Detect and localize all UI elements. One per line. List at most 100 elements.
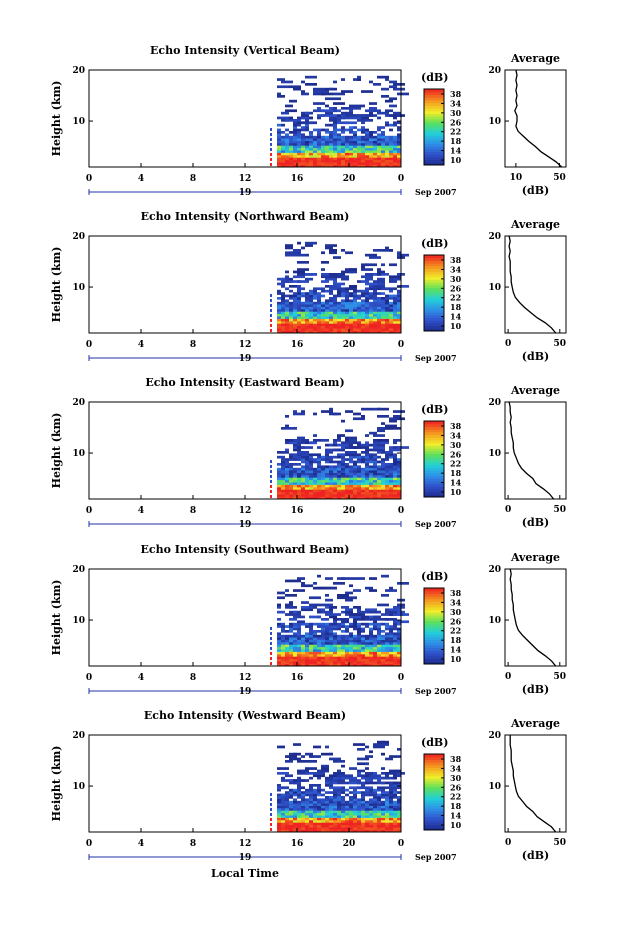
echo-cell bbox=[341, 458, 345, 461]
echo-cell bbox=[305, 649, 309, 652]
echo-cell bbox=[373, 627, 377, 631]
colorbar-frame bbox=[423, 254, 445, 332]
echo-cell bbox=[361, 304, 365, 307]
echo-cell bbox=[365, 441, 369, 445]
echo-cell bbox=[281, 323, 285, 327]
echo-cell bbox=[317, 494, 321, 497]
echo-cell bbox=[385, 494, 389, 497]
echo-cell bbox=[373, 159, 377, 163]
echo-cell bbox=[345, 143, 349, 146]
echo-cell bbox=[381, 162, 385, 165]
echo-cell bbox=[293, 494, 297, 497]
echo-cell bbox=[341, 805, 345, 809]
echo-cell bbox=[381, 646, 385, 650]
echo-cell bbox=[281, 496, 285, 500]
echo-cell bbox=[385, 772, 397, 775]
echo-cell bbox=[333, 815, 337, 818]
echo-cell bbox=[309, 131, 313, 134]
echo-cell bbox=[365, 808, 369, 811]
start-mark bbox=[270, 793, 272, 796]
echo-cell bbox=[337, 155, 341, 158]
x-tick-label: 20 bbox=[343, 340, 356, 350]
echo-cell bbox=[325, 625, 329, 628]
echo-cell bbox=[329, 774, 341, 778]
echo-cell bbox=[341, 651, 345, 655]
echo-cell bbox=[373, 820, 377, 823]
echo-cell bbox=[385, 152, 389, 156]
echo-cell bbox=[337, 97, 341, 101]
colorbar-tick-label: 34 bbox=[450, 98, 462, 108]
echo-cell bbox=[377, 632, 381, 636]
echo-cell bbox=[345, 145, 349, 149]
colorbar-segment bbox=[424, 486, 444, 490]
echo-cell bbox=[321, 654, 325, 657]
echo-cell bbox=[305, 299, 309, 303]
colorbar-tick-label: 14 bbox=[450, 312, 462, 322]
echo-cell bbox=[393, 817, 397, 821]
echo-cell bbox=[297, 491, 301, 495]
echo-cell bbox=[385, 625, 389, 628]
echo-cell bbox=[385, 484, 389, 488]
echo-cell bbox=[353, 793, 357, 797]
colorbar-segment bbox=[424, 140, 444, 144]
echo-cell bbox=[345, 824, 349, 828]
echo-cell bbox=[365, 472, 369, 476]
echo-cell bbox=[285, 287, 289, 291]
colorbar-segment bbox=[424, 775, 444, 779]
echo-cell bbox=[357, 162, 361, 165]
echo-cell bbox=[353, 299, 357, 303]
echo-cell bbox=[293, 330, 297, 334]
echo-cell bbox=[381, 805, 385, 809]
echo-cell bbox=[305, 827, 309, 830]
echo-cell bbox=[329, 803, 333, 806]
echo-cell bbox=[373, 306, 377, 310]
echo-cell bbox=[321, 482, 325, 485]
echo-cell bbox=[329, 654, 333, 657]
echo-cell bbox=[357, 487, 361, 490]
echo-cell bbox=[345, 475, 349, 478]
echo-cell bbox=[281, 649, 285, 652]
echo-cell bbox=[297, 484, 301, 488]
echo-cell bbox=[337, 128, 341, 132]
echo-cell bbox=[297, 316, 301, 319]
echo-cell bbox=[289, 644, 293, 648]
echo-cell bbox=[289, 147, 293, 151]
echo-cell bbox=[333, 796, 337, 799]
echo-cell bbox=[373, 321, 377, 324]
echo-cell bbox=[337, 776, 341, 780]
echo-cell bbox=[357, 642, 361, 645]
echo-cell bbox=[293, 798, 297, 802]
echo-cell bbox=[377, 140, 381, 144]
echo-cell bbox=[393, 654, 397, 657]
echo-cell bbox=[325, 304, 329, 307]
echo-cell bbox=[329, 798, 333, 802]
echo-cell bbox=[277, 477, 281, 481]
echo-cell bbox=[393, 465, 397, 469]
echo-cell bbox=[293, 654, 297, 657]
echo-cell bbox=[301, 494, 305, 497]
echo-cell bbox=[333, 487, 337, 490]
echo-cell bbox=[305, 482, 309, 485]
echo-heatmap bbox=[270, 740, 405, 833]
echo-cell bbox=[285, 463, 289, 466]
echo-cell bbox=[377, 627, 381, 631]
echo-cell bbox=[385, 808, 389, 811]
echo-cell bbox=[353, 325, 357, 329]
echo-cell bbox=[313, 460, 317, 464]
echo-cell bbox=[309, 145, 313, 149]
echo-cell bbox=[365, 448, 377, 452]
colorbar-segment bbox=[424, 301, 444, 305]
echo-cell bbox=[397, 646, 401, 650]
echo-cell bbox=[297, 477, 301, 481]
echo-cell bbox=[341, 642, 345, 645]
echo-cell bbox=[289, 330, 293, 334]
echo-cell bbox=[377, 116, 381, 120]
colorbar-segment bbox=[424, 483, 444, 487]
echo-cell bbox=[333, 128, 337, 132]
echo-cell bbox=[341, 827, 345, 830]
echo-cell bbox=[385, 155, 389, 158]
echo-cell bbox=[377, 273, 381, 276]
x-tick-label: 0 bbox=[398, 340, 404, 350]
echo-cell bbox=[341, 273, 345, 276]
